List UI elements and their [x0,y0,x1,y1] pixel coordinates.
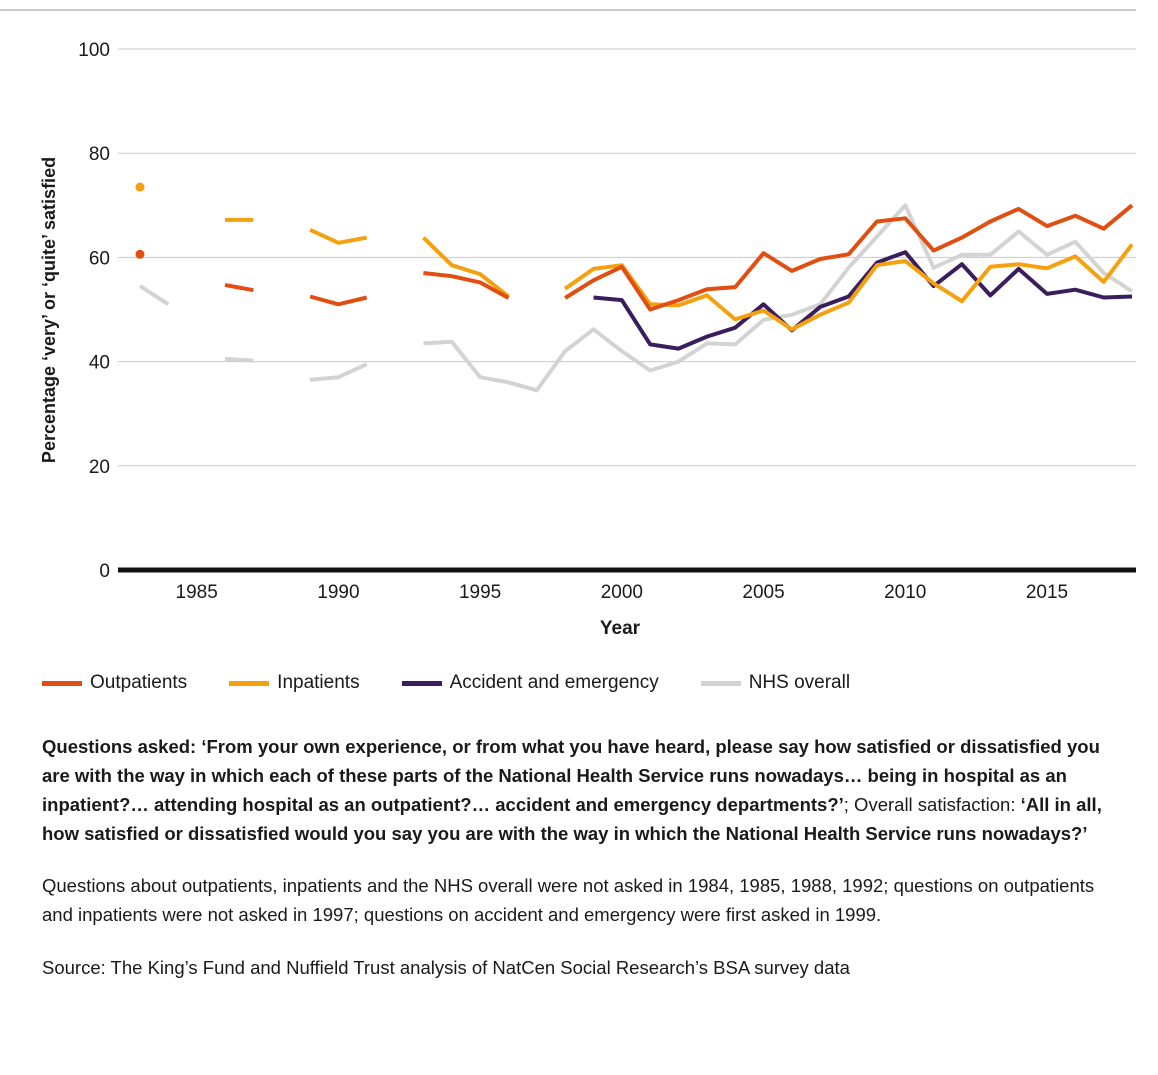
gridlines [118,48,1136,467]
data-point [135,182,145,192]
series-line-segment [309,294,368,307]
x-tick-label: 1990 [317,582,359,603]
questions-asked-text: Questions asked: ‘From your own experien… [42,736,1100,815]
chart-notes: Questions asked: ‘From your own experien… [42,733,1102,1007]
legend-swatch-inpatients [229,680,270,686]
x-tick-labels: 1985 1990 1995 2000 2005 2010 2015 [176,582,1069,603]
y-tick-label: 100 [78,40,110,61]
series-line-segment [422,236,510,299]
source-note: Source: The King’s Fund and Nuffield Tru… [42,957,850,979]
x-tick-label: 2005 [742,582,784,603]
data-point [135,249,145,259]
y-tick-label: 0 [99,561,110,582]
overall-satisfaction-question: ‘All in all, how satisfied or dissatisfi… [42,793,1102,844]
x-tick-label: 2000 [601,582,643,603]
x-tick-label: 2010 [884,582,926,603]
legend-swatch-accident-and-emergency [401,680,442,686]
legend-swatch-nhs-overall [700,680,741,686]
legend: Outpatients Inpatients Accident and emer… [42,672,892,694]
chart-area: 0 20 40 60 80 100 1985 1990 1995 2000 2005 2010 201… [0,9,1136,639]
series-line-segment [423,271,510,300]
legend-item-inpatients: Inpatients [229,672,360,694]
series-lines [135,182,1134,393]
series-line-segment [423,203,1134,393]
series-line-segment [309,362,368,382]
legend-item-accident-and-emergency: Accident and emergency [401,672,659,694]
y-tick-label: 80 [89,144,110,165]
series-nhs-overall [138,203,1134,393]
legend-label-inpatients: Inpatients [277,672,360,693]
series-line-segment [309,227,368,245]
not-asked-note: Questions about outpatients, inpatients … [42,875,1095,926]
series-line-segment [564,203,1134,312]
x-tick-label: 1985 [176,582,218,603]
series-line-segment [138,284,170,306]
overall-satisfaction-label: ; Overall satisfaction: [843,793,1021,815]
legend-item-nhs-overall: NHS overall [700,672,851,694]
series-line-segment [593,250,1133,351]
legend-swatch-outpatients [42,680,82,686]
x-tick-label: 1995 [459,582,501,603]
legend-label-nhs-overall: NHS overall [748,672,851,693]
y-tick-label: 60 [89,248,110,269]
series-line-segment [224,283,254,293]
series-outpatients [135,203,1134,312]
x-axis-label: Year [600,618,641,639]
y-tick-label: 40 [89,353,110,374]
legend-label-outpatients: Outpatients [90,672,188,693]
y-axis-label: Percentage ‘very’ or ‘quite’ satisfied [39,157,59,463]
legend-item-outpatients: Outpatients [42,672,187,694]
y-tick-label: 20 [89,457,110,478]
series-accident-and-emergency [593,250,1133,351]
series-line-segment [224,357,254,363]
legend-label-accident-and-emergency: Accident and emergency [449,672,659,693]
x-tick-label: 2015 [1026,582,1068,603]
y-tick-labels: 0 20 40 60 80 100 [78,40,110,582]
questions-note: Questions asked: ‘From your own experien… [42,733,1102,848]
